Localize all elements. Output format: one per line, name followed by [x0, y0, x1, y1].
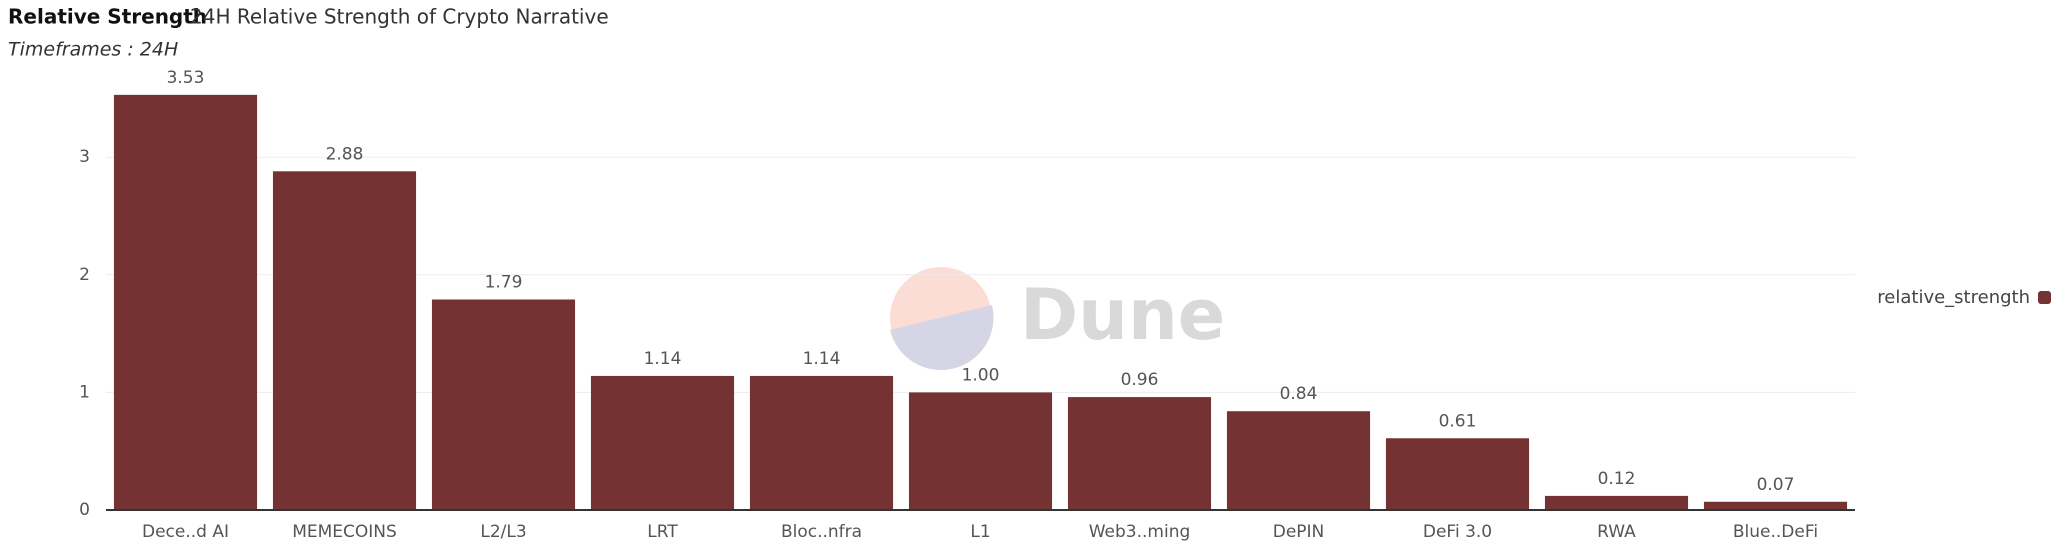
watermark-logo-part [890, 305, 994, 371]
x-tick-label: RWA [1597, 522, 1636, 542]
x-tick-label: MEMECOINS [292, 522, 397, 542]
bar [1067, 397, 1212, 510]
bar [272, 171, 417, 510]
data-label: 0.96 [1121, 370, 1159, 390]
bar [431, 299, 576, 510]
data-label: 1.14 [803, 349, 841, 369]
chart-title: Relative Strength [8, 5, 207, 29]
bar [749, 375, 894, 510]
bar [113, 94, 258, 510]
chart-subtitle: 24H Relative Strength of Crypto Narrativ… [190, 5, 609, 29]
x-tick-label: LRT [647, 522, 678, 542]
y-tick-label: 1 [79, 382, 90, 402]
bar [1226, 411, 1371, 510]
data-label: 0.12 [1598, 469, 1636, 489]
data-label: 0.84 [1280, 384, 1318, 404]
bar [1703, 501, 1848, 510]
legend-label: relative_strength [1877, 287, 2030, 308]
data-label: 2.88 [326, 144, 364, 164]
bar [590, 375, 735, 510]
data-label: 1.00 [962, 365, 1000, 385]
y-tick-label: 2 [79, 265, 90, 285]
watermark: Dune [890, 267, 1225, 371]
bar [908, 392, 1053, 510]
x-tick-label: L2/L3 [480, 522, 526, 542]
x-tick-label: Dece..d AI [142, 522, 229, 542]
legend-swatch [2038, 291, 2051, 304]
x-tick-label: DeFi 3.0 [1423, 522, 1492, 542]
data-label: 1.79 [485, 272, 523, 292]
y-tick-label: 0 [79, 500, 90, 520]
x-tick-label: DePIN [1273, 522, 1325, 542]
bar [1544, 495, 1689, 510]
x-tick-label: L1 [970, 522, 990, 542]
x-tick-label: Web3..ming [1089, 522, 1191, 542]
x-tick-label: Blue..DeFi [1733, 522, 1818, 542]
data-label: 3.53 [167, 68, 205, 88]
y-tick-label: 3 [79, 147, 90, 167]
data-label: 0.07 [1757, 475, 1795, 495]
chart-caption: Timeframes : 24H [8, 39, 178, 61]
data-label: 1.14 [644, 349, 682, 369]
bar [1385, 438, 1530, 510]
data-label: 0.61 [1439, 411, 1477, 431]
x-tick-label: Bloc..nfra [781, 522, 862, 542]
watermark-text: Dune [1020, 274, 1225, 356]
